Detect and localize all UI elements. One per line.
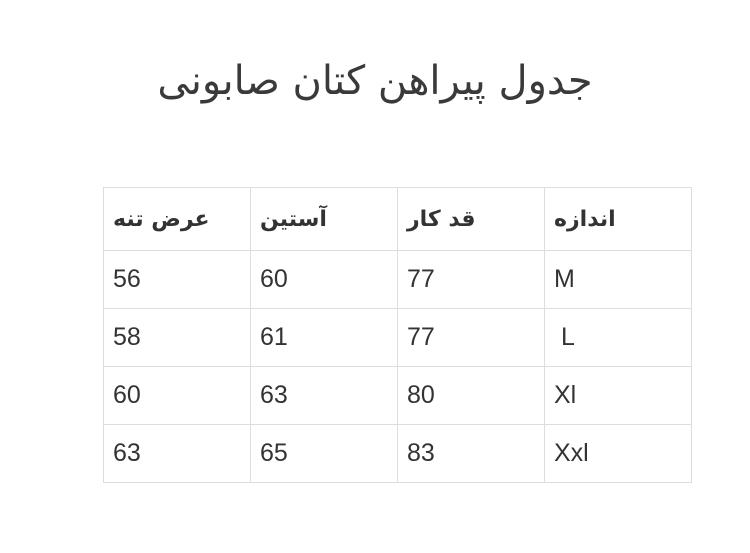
header-chest-width: عرض تنه	[103, 187, 251, 251]
cell-sleeve: 63	[250, 366, 398, 425]
table-header-row: عرض تنه آستین قد کار اندازه	[103, 187, 692, 251]
table-row: 63 65 83 Xxl	[103, 424, 692, 483]
cell-size: Xl	[544, 366, 692, 425]
cell-length: 77	[397, 250, 545, 309]
cell-size: M	[544, 250, 692, 309]
cell-sleeve: 60	[250, 250, 398, 309]
cell-length: 83	[397, 424, 545, 483]
cell-sleeve: 61	[250, 308, 398, 367]
table-row: 56 60 77 M	[103, 250, 692, 309]
header-size: اندازه	[544, 187, 692, 251]
table-row: 60 63 80 Xl	[103, 366, 692, 425]
page-title: جدول پیراهن کتان صابونی	[157, 58, 593, 104]
cell-length: 80	[397, 366, 545, 425]
cell-chest-width: 60	[103, 366, 251, 425]
cell-size: Xxl	[544, 424, 692, 483]
cell-size: L	[544, 308, 692, 367]
header-length: قد کار	[397, 187, 545, 251]
size-table: عرض تنه آستین قد کار اندازه 56 60 77 M 5…	[103, 187, 692, 483]
cell-sleeve: 65	[250, 424, 398, 483]
cell-chest-width: 58	[103, 308, 251, 367]
table-row: 58 61 77 L	[103, 308, 692, 367]
cell-chest-width: 56	[103, 250, 251, 309]
header-sleeve: آستین	[250, 187, 398, 251]
cell-length: 77	[397, 308, 545, 367]
cell-chest-width: 63	[103, 424, 251, 483]
